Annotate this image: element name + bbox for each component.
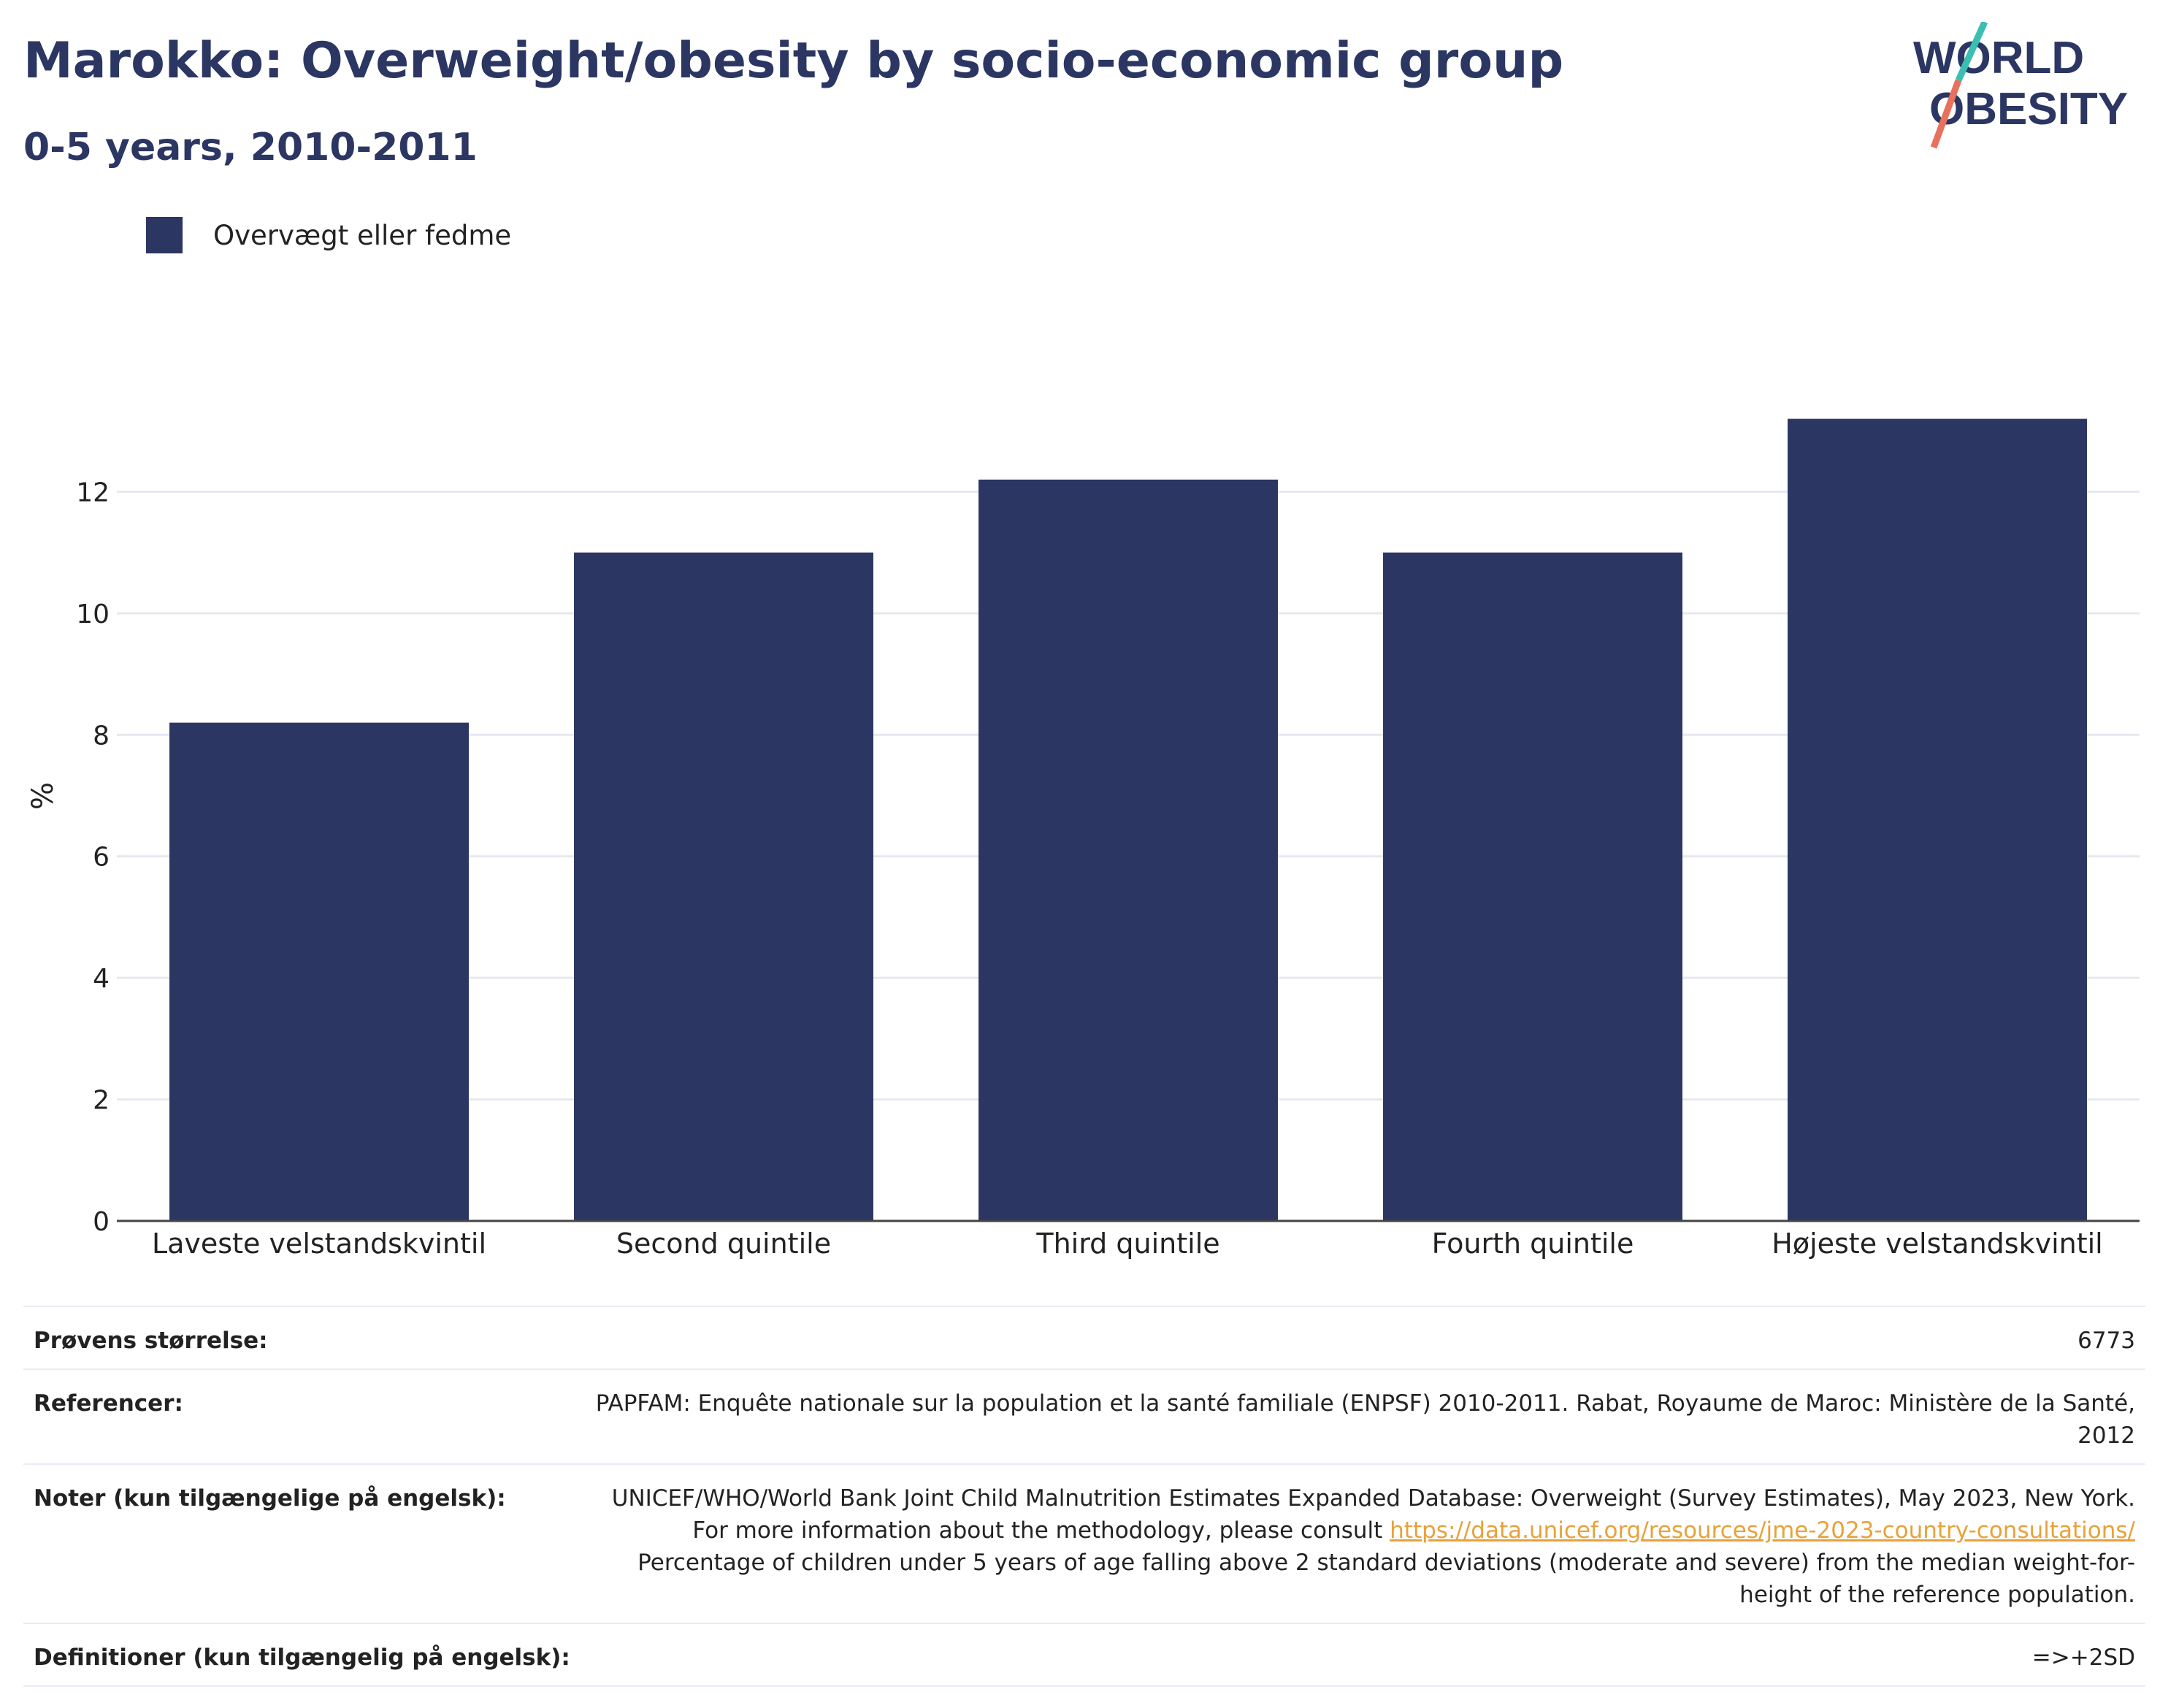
notes-label: Noter (kun tilgængelige på engelsk): bbox=[23, 1463, 581, 1623]
bar[interactable] bbox=[574, 552, 873, 1221]
y-tick-labels: 0 2 4 6 8 10 12 bbox=[76, 478, 110, 1237]
bar[interactable] bbox=[1788, 418, 2087, 1221]
sample-size-label: Prøvens størrelse: bbox=[23, 1306, 581, 1369]
x-tick-label: Højeste velstandskvintil bbox=[1772, 1228, 2102, 1260]
notes-row: Noter (kun tilgængelige på engelsk): UNI… bbox=[23, 1463, 2145, 1623]
x-tick-label: Third quintile bbox=[1035, 1228, 1219, 1260]
world-obesity-logo: WORLD OBESITY bbox=[1913, 22, 2128, 149]
logo-slash-top bbox=[1955, 22, 1988, 82]
y-axis-label: % bbox=[26, 782, 60, 810]
legend-swatch bbox=[146, 217, 183, 253]
logo-text-obesity: OBESITY bbox=[1929, 84, 2128, 134]
notes-text-2: Percentage of children under 5 years of … bbox=[637, 1550, 2135, 1608]
bar-chart: 0 2 4 6 8 10 12 Laveste velstandskvintil Second… bbox=[26, 418, 2140, 1260]
bar[interactable] bbox=[1383, 552, 1682, 1221]
notes-text-1: UNICEF/WHO/World Bank Joint Child Malnut… bbox=[611, 1485, 2135, 1544]
y-tick-label: 12 bbox=[76, 478, 110, 508]
y-tick-label: 0 bbox=[93, 1207, 110, 1237]
x-tick-label: Second quintile bbox=[616, 1228, 831, 1260]
y-tick-label: 8 bbox=[93, 721, 110, 751]
chart-subtitle: 0-5 years, 2010-2011 bbox=[23, 126, 478, 169]
logo-text-world: WORLD bbox=[1913, 33, 2084, 83]
references-row: Referencer: PAPFAM: Enquête nationale su… bbox=[23, 1368, 2145, 1464]
metadata-table: Prøvens størrelse: 6773 Referencer: PAPF… bbox=[23, 1306, 2145, 1687]
methodology-link[interactable]: https://data.unicef.org/resources/jme-20… bbox=[1390, 1517, 2135, 1544]
notes-value: UNICEF/WHO/World Bank Joint Child Malnut… bbox=[580, 1463, 2145, 1623]
x-tick-label: Fourth quintile bbox=[1432, 1228, 1634, 1260]
sample-size-row: Prøvens størrelse: 6773 bbox=[23, 1306, 2145, 1369]
y-tick-label: 4 bbox=[93, 964, 110, 994]
bar[interactable] bbox=[169, 722, 469, 1221]
legend[interactable]: Overvægt eller fedme bbox=[146, 216, 511, 254]
bar[interactable] bbox=[978, 479, 1278, 1221]
x-tick-label: Laveste velstandskvintil bbox=[152, 1228, 486, 1260]
y-tick-label: 2 bbox=[93, 1086, 110, 1116]
x-tick-labels: Laveste velstandskvintil Second quintile T… bbox=[152, 1228, 2103, 1260]
sample-size-value: 6773 bbox=[580, 1306, 2145, 1369]
y-tick-label: 10 bbox=[76, 600, 110, 629]
chart-title: Marokko: Overweight/obesity by socio-eco… bbox=[23, 32, 1564, 90]
legend-label: Overvægt eller fedme bbox=[213, 219, 512, 251]
y-tick-label: 6 bbox=[93, 843, 110, 873]
bars bbox=[169, 418, 2087, 1221]
references-value: PAPFAM: Enquête nationale sur la populat… bbox=[580, 1368, 2145, 1464]
references-label: Referencer: bbox=[23, 1368, 581, 1464]
definitions-row: Definitioner (kun tilgængelig på engelsk… bbox=[23, 1623, 2145, 1687]
definitions-value: =>+2SD bbox=[580, 1623, 2145, 1687]
logo-slash-bottom bbox=[1930, 79, 1962, 149]
definitions-label: Definitioner (kun tilgængelig på engelsk… bbox=[23, 1623, 581, 1687]
